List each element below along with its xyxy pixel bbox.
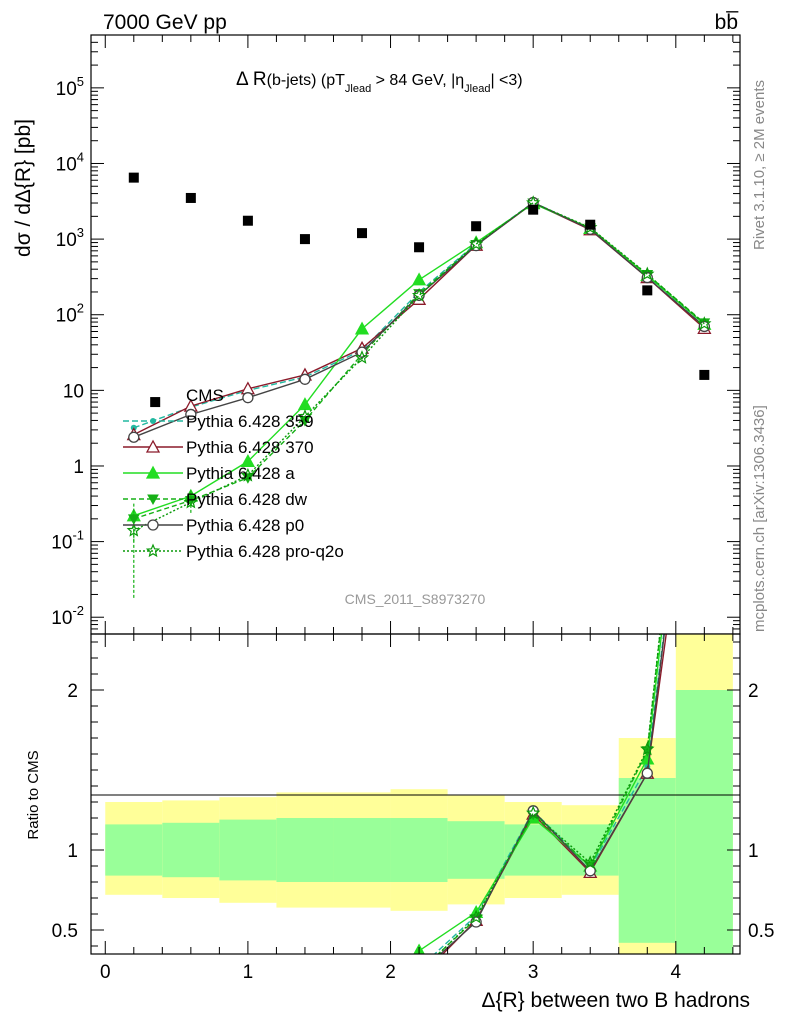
series-point-5: [640, 266, 655, 281]
ratio-band-inner: [390, 818, 448, 882]
ratio-line-2: [418, 634, 663, 952]
ratio-ytick-label: 2: [67, 681, 78, 702]
ratio-ylabel: Ratio to CMS: [25, 750, 42, 839]
plot-title: Δ R(b-jets) (pTJlead > 84 GeV, |ηJlead| …: [236, 69, 523, 95]
legend: CMS Pythia 6.428 359 Pythia 6.428 370 Pythi…: [123, 386, 344, 561]
main-ytick-label: 102: [56, 301, 84, 327]
series-point-5: [126, 522, 141, 537]
data-point: [299, 234, 310, 245]
ratio-band-inner: [447, 821, 505, 879]
ratio-band-inner: [219, 819, 277, 881]
data-point: [471, 221, 482, 232]
legend-marker: [145, 543, 161, 558]
main-ylabel: dσ / dΔ{R} [pb]: [12, 119, 35, 257]
series-point-2: [411, 272, 427, 286]
ratio-ytick-label-right: 0.5: [748, 921, 774, 942]
data-point: [185, 192, 196, 203]
ratio-point-5: [526, 805, 541, 820]
ratio-line-5: [437, 634, 661, 954]
data-point: [357, 228, 368, 239]
legend-label: Pythia 6.428 370: [186, 438, 314, 457]
legend-label-data: CMS: [186, 386, 224, 405]
ratio-band-inner: [333, 818, 391, 882]
series-line-0: [133, 201, 705, 429]
ratio-point-5: [640, 741, 655, 756]
series-point-4: [299, 373, 311, 385]
xlabel: Δ{R} between two B hadrons: [481, 989, 750, 1012]
series-line-5: [133, 201, 705, 532]
data-point: [414, 242, 425, 253]
data-point: [242, 215, 253, 226]
legend-label: Pythia 6.428 dw: [186, 490, 308, 509]
legend-marker: [147, 494, 159, 506]
header-right: bb̅: [715, 11, 740, 34]
ratio-xtick-label: 0: [100, 962, 111, 983]
header-left: 7000 GeV pp: [103, 11, 227, 34]
mcplots-label: mcplots.cern.ch [arXiv:1306.3436]: [751, 405, 768, 632]
legend-marker: [147, 519, 159, 531]
main-ytick-label: 104: [56, 149, 84, 175]
series-point-5: [354, 350, 370, 364]
series-point-5: [411, 287, 427, 302]
data-point: [528, 204, 539, 215]
series-point-5: [297, 409, 313, 423]
ratio-ytick-label-right: 2: [748, 681, 759, 702]
ratio-point-4: [641, 767, 653, 779]
legend-marker: [145, 465, 161, 479]
main-ytick-label: 10: [63, 381, 84, 402]
main-ytick-label: 105: [56, 74, 84, 100]
series-point-5: [240, 467, 256, 482]
ratio-point-5: [582, 855, 598, 869]
main-ytick-label: 10-1: [51, 528, 84, 554]
ratio-band-inner: [675, 690, 733, 954]
main-ytick-label: 1: [73, 457, 84, 478]
ratio-xtick-label: 1: [243, 962, 254, 983]
legend-label: Pythia 6.428 359: [186, 412, 314, 431]
legend-marker: [145, 439, 161, 453]
data-point: [642, 285, 653, 296]
series-point-5: [468, 236, 484, 251]
series-point-5: [697, 316, 712, 330]
data-point: [585, 219, 596, 230]
ratio-line-4: [439, 634, 665, 954]
ratio-band-inner: [105, 824, 163, 876]
ratio-plot-panel: 0 1 2 3 4 0.5 0.5 1 1 2 2 Ratio to CMS Δ{R} betwee…: [25, 633, 774, 1012]
ratio-ytick-label: 0.5: [52, 921, 78, 942]
legend-label: Pythia 6.428 pro-q2o: [186, 542, 344, 561]
series-point-2: [297, 397, 313, 411]
ratio-band-inner: [276, 818, 334, 882]
series-point-4: [128, 431, 140, 443]
main-ytick-label: 10-2: [51, 603, 84, 629]
data-point: [128, 172, 139, 183]
rivet-label: Rivet 3.1.10, ≥ 2M events: [751, 80, 768, 250]
series-point-4: [242, 392, 254, 404]
data-point-extra: [150, 397, 161, 408]
ratio-ytick-label: 1: [67, 841, 78, 862]
ratio-band-inner: [162, 822, 220, 878]
ratio-point-5: [468, 909, 484, 924]
data-point: [699, 369, 710, 380]
ratio-ytick-label-right: 1: [748, 841, 759, 862]
series-point-2: [354, 321, 370, 335]
legend-label: Pythia 6.428 a: [186, 464, 295, 483]
ratio-xtick-label: 2: [385, 962, 396, 983]
main-ytick-label: 103: [56, 225, 84, 251]
watermark: CMS_2011_S8973270: [345, 591, 486, 607]
legend-marker: [150, 418, 156, 424]
series-point-2: [240, 454, 255, 468]
legend-label: Pythia 6.428 p0: [186, 516, 304, 535]
series-point-4: [185, 408, 197, 421]
ratio-xtick-label: 3: [528, 962, 539, 983]
ratio-xtick-label: 4: [671, 962, 682, 983]
ratio-plot-frame: [90, 633, 741, 955]
